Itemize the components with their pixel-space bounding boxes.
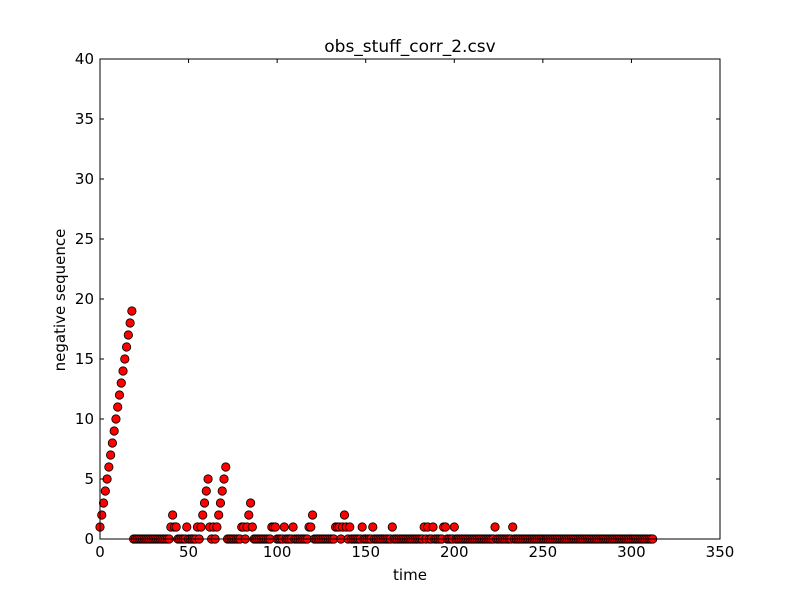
data-point — [214, 510, 224, 520]
data-point — [98, 498, 109, 508]
x-tick-label: 200 — [440, 543, 469, 561]
data-point — [203, 474, 213, 484]
y-tick-label: 35 — [75, 110, 94, 128]
y-tick-label: 40 — [75, 50, 94, 68]
x-tick-label: 300 — [617, 543, 646, 561]
data-point — [428, 522, 438, 532]
x-tick-label: 50 — [179, 543, 198, 561]
data-point — [111, 414, 121, 424]
data-point — [307, 510, 318, 520]
data-point — [123, 330, 133, 340]
data-point — [339, 510, 350, 520]
data-point — [247, 522, 257, 532]
data-point — [288, 522, 298, 532]
data-point — [100, 486, 110, 496]
y-tick-label: 0 — [84, 530, 94, 548]
y-tick-label: 10 — [75, 410, 94, 428]
data-point — [212, 522, 222, 532]
plot-area — [100, 59, 720, 539]
data-point — [116, 378, 126, 388]
data-point — [107, 438, 118, 448]
data-point — [196, 522, 206, 532]
y-tick-label: 25 — [75, 230, 94, 248]
data-point — [270, 522, 280, 532]
data-point — [171, 522, 181, 532]
data-point — [490, 522, 500, 532]
y-axis-label: negative sequence — [51, 229, 69, 372]
data-point — [244, 510, 254, 520]
y-tick-label: 20 — [75, 290, 94, 308]
data-point — [440, 522, 451, 532]
data-point — [215, 498, 226, 508]
axis-ticks: 0 50 100 150 200 250 300 350 0 5 10 15 20 25 30 35 40 — [75, 50, 734, 561]
data-point — [102, 474, 112, 484]
data-point — [199, 498, 210, 508]
data-point — [279, 522, 289, 532]
data-point — [121, 342, 132, 352]
plot-frame — [99, 58, 721, 540]
data-point — [221, 462, 231, 472]
data-point — [368, 522, 378, 532]
data-point — [104, 462, 114, 472]
data-point — [306, 522, 316, 532]
x-tick-label: 250 — [529, 543, 558, 561]
data-point — [109, 426, 119, 436]
y-tick-label: 30 — [75, 170, 94, 188]
x-tick-label: 0 — [95, 543, 105, 561]
data-point — [357, 522, 367, 532]
data-point — [508, 522, 518, 532]
x-tick-label: 100 — [263, 543, 292, 561]
y-tick-label: 15 — [75, 350, 94, 368]
data-point — [120, 354, 130, 364]
data-point — [345, 522, 355, 532]
data-point — [449, 522, 459, 532]
data-point — [168, 510, 178, 520]
x-tick-label: 350 — [706, 543, 735, 561]
data-point — [118, 366, 128, 376]
data-point — [201, 486, 211, 496]
data-point — [106, 450, 116, 460]
data-point — [113, 402, 123, 412]
x-tick-label: 150 — [351, 543, 380, 561]
data-point — [114, 390, 125, 400]
data-point — [219, 474, 229, 484]
data-point — [97, 510, 107, 520]
data-point — [182, 522, 192, 532]
data-point — [127, 306, 137, 316]
y-tick-label: 5 — [84, 470, 94, 488]
data-point — [217, 486, 227, 496]
data-point — [387, 522, 397, 532]
data-point — [125, 318, 135, 328]
data-point — [198, 510, 208, 520]
data-point — [245, 498, 256, 508]
x-axis-label: time — [393, 566, 427, 584]
chart-title: obs_stuff_corr_2.csv — [324, 37, 495, 57]
